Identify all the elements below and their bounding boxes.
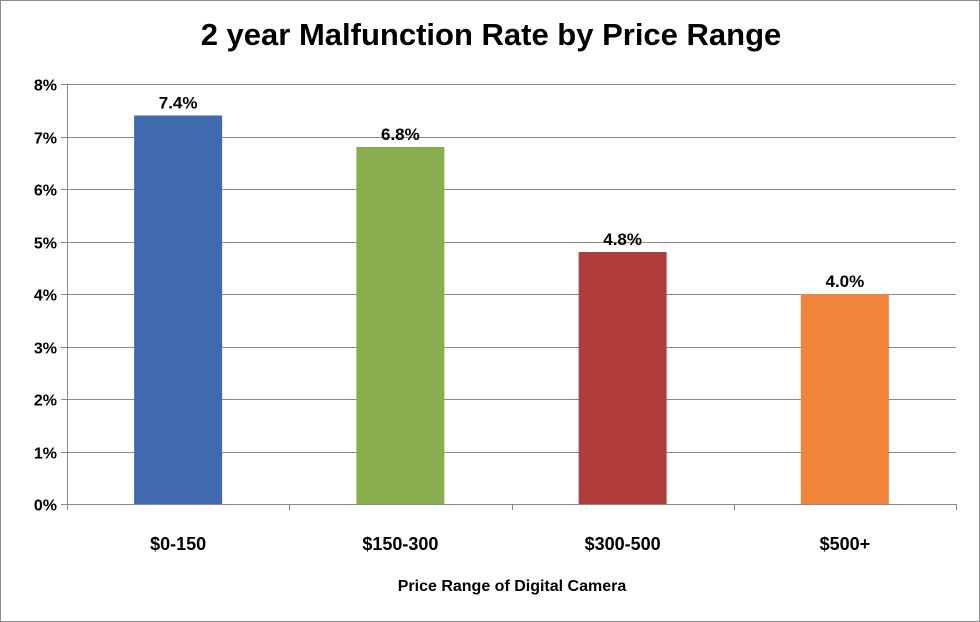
y-tick-label: 8%	[34, 78, 57, 95]
bars	[134, 115, 889, 504]
data-label: 4.8%	[603, 230, 642, 249]
y-tick-label: 5%	[34, 236, 57, 253]
labels: 0% 1% 2% 3% 4% 5% 6% 7% 8% 7.4% $0-150 6.8% $150-300…	[34, 78, 870, 555]
bar	[356, 147, 445, 504]
y-tick-label: 3%	[34, 341, 57, 358]
y-tick-label: 0%	[34, 498, 57, 515]
y-tick-label: 4%	[34, 288, 57, 305]
data-label: 4.0%	[826, 272, 865, 291]
axes	[61, 84, 957, 510]
bar	[134, 115, 223, 504]
chart-title: 2 year Malfunction Rate by Price Range	[200, 17, 782, 52]
x-tick-label: $500+	[820, 534, 871, 554]
x-axis-title: Price Range of Digital Camera	[398, 578, 627, 595]
bar	[578, 252, 667, 504]
x-tick-label: $150-300	[362, 534, 438, 554]
x-tick-label: $300-500	[585, 534, 661, 554]
y-tick-label: 2%	[34, 393, 57, 410]
data-label: 7.4%	[159, 94, 198, 113]
data-label: 6.8%	[381, 125, 420, 144]
y-tick-label: 1%	[34, 446, 57, 463]
x-tick-label: $0-150	[150, 534, 206, 554]
y-tick-label: 6%	[34, 183, 57, 200]
y-tick-label: 7%	[34, 131, 57, 148]
bar	[800, 294, 889, 504]
